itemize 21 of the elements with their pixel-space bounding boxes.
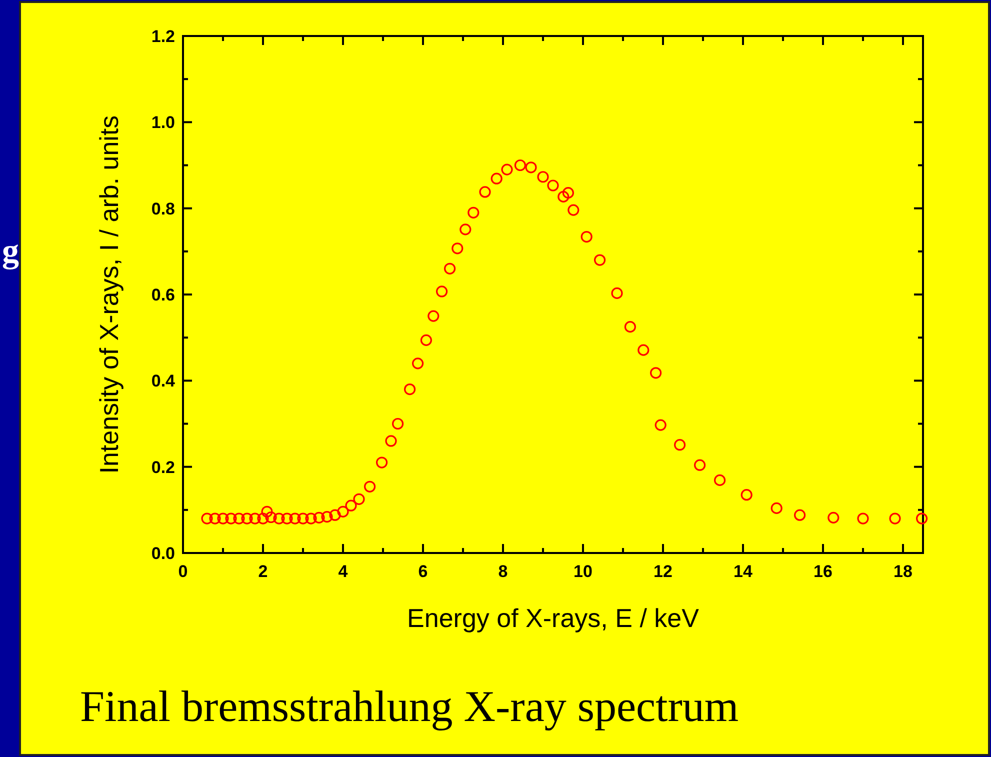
x-tick-label: 2 [258, 562, 268, 581]
y-tick-label: 0.2 [151, 458, 175, 477]
y-tick-label: 0.6 [151, 286, 175, 304]
x-tick-label: 4 [338, 562, 348, 581]
y-tick-label: 0.8 [151, 199, 175, 218]
y-tick-label: 1.2 [151, 27, 175, 46]
x-axis-title: Energy of X-rays, E / keV [407, 603, 700, 633]
y-tick-label: 1.0 [151, 113, 175, 132]
y-tick-label: 0.0 [151, 544, 175, 563]
text: Final bremsstrahlung X-ray spectrum [80, 682, 739, 731]
y-axis-title: Intensity of X-rays, I / arb. units [94, 115, 124, 474]
y-tick-label: 0.4 [151, 372, 176, 391]
x-tick-label: 8 [498, 562, 508, 581]
x-tick-label: 0 [178, 562, 188, 581]
text: g [2, 233, 19, 270]
x-tick-label: 6 [418, 562, 428, 581]
x-tick-label: 14 [734, 562, 753, 581]
x-tick-label: 10 [574, 562, 592, 581]
x-tick-label: 16 [814, 562, 832, 581]
x-tick-label: 18 [894, 562, 912, 581]
x-tick-label: 12 [654, 562, 672, 581]
